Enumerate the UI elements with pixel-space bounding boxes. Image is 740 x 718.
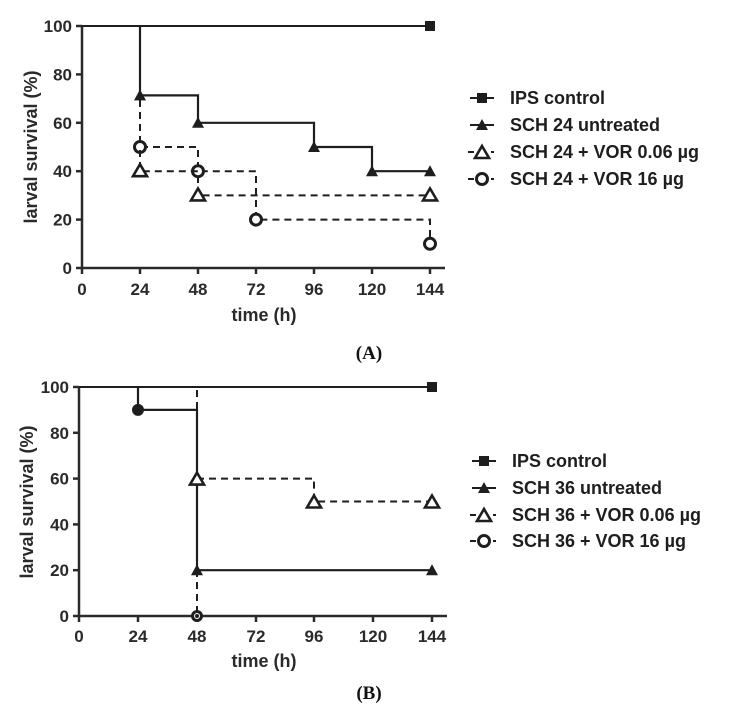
panel-b-y-tick-labels: 100 80 60 40 20 0 — [41, 378, 69, 626]
panel-a-x-tick-labels: 0 24 48 72 96 120 144 — [77, 280, 444, 299]
panel-b-markers-sch36-vor-16 — [132, 403, 203, 622]
panel-a-series-ips-control — [82, 21, 435, 31]
svg-text:IPS control: IPS control — [512, 451, 607, 471]
y-tick-label: 80 — [50, 424, 69, 443]
x-tick-label: 120 — [359, 627, 387, 646]
y-tick-label: 40 — [53, 162, 72, 181]
x-tick-label: 24 — [129, 627, 148, 646]
x-tick-label: 0 — [74, 627, 83, 646]
y-tick-label: 80 — [53, 65, 72, 84]
panel-b-series-sch36-vor-006 — [188, 471, 441, 509]
y-tick-label: 60 — [53, 114, 72, 133]
svg-text:SCH 36 untreated: SCH 36 untreated — [512, 478, 662, 498]
legend-item: SCH 36 untreated — [472, 478, 662, 498]
legend-item: IPS control — [470, 88, 605, 108]
panel-b-label: (B) — [356, 683, 381, 704]
panel-b-series-ips-control — [79, 382, 437, 392]
panel-a-label: (A) — [356, 343, 382, 364]
legend-item: SCH 24 + VOR 16 µg — [468, 169, 684, 189]
x-tick-label: 48 — [188, 627, 207, 646]
panel-b-axes — [73, 385, 447, 622]
panel-a-series-sch24-vor-006 — [131, 150, 439, 202]
panel-b-legend: IPS control SCH 36 untreated SCH 36 + VO… — [470, 451, 701, 551]
panel-a-series-sch24-untreated — [134, 26, 436, 177]
y-tick-label: 0 — [63, 259, 72, 278]
x-tick-label: 120 — [358, 280, 386, 299]
svg-text:SCH 24 + VOR 0.06 µg: SCH 24 + VOR 0.06 µg — [510, 142, 699, 162]
x-tick-label: 72 — [247, 627, 266, 646]
y-tick-label: 60 — [50, 470, 69, 489]
svg-text:SCH 24 + VOR 16 µg: SCH 24 + VOR 16 µg — [510, 169, 684, 189]
x-tick-label: 24 — [131, 280, 150, 299]
legend-item: SCH 24 untreated — [470, 115, 660, 135]
panel-a: 100 80 60 40 20 0 0 24 48 72 96 120 144 … — [21, 17, 699, 364]
panel-a-axes — [76, 24, 445, 274]
x-tick-label: 48 — [189, 280, 208, 299]
panel-b: 100 80 60 40 20 0 0 24 48 72 96 120 144 … — [17, 378, 701, 704]
panel-b-x-tick-labels: 0 24 48 72 96 120 144 — [74, 627, 446, 646]
legend-item: IPS control — [472, 451, 607, 471]
y-tick-label: 40 — [50, 515, 69, 534]
x-tick-label: 144 — [416, 280, 445, 299]
x-tick-label: 144 — [418, 627, 447, 646]
svg-text:SCH 36 + VOR 0.06 µg: SCH 36 + VOR 0.06 µg — [512, 505, 701, 525]
panel-a-y-tick-labels: 100 80 60 40 20 0 — [44, 17, 72, 278]
panel-b-series-sch36-untreated — [136, 387, 438, 576]
panel-b-y-axis-title: larval survival (%) — [17, 425, 37, 578]
panel-a-legend: IPS control SCH 24 untreated SCH 24 + VO… — [468, 88, 699, 189]
panel-b-x-axis-title: time (h) — [232, 651, 297, 671]
legend-item: SCH 36 + VOR 0.06 µg — [470, 505, 701, 525]
x-tick-label: 0 — [77, 280, 86, 299]
x-tick-label: 96 — [305, 627, 324, 646]
legend-item: SCH 36 + VOR 16 µg — [470, 531, 686, 551]
svg-text:SCH 36 + VOR 16 µg: SCH 36 + VOR 16 µg — [512, 531, 686, 551]
x-tick-label: 72 — [247, 280, 266, 299]
y-tick-label: 100 — [41, 378, 69, 397]
panel-a-y-axis-title: larval survival (%) — [21, 70, 41, 223]
y-tick-label: 100 — [44, 17, 72, 36]
panel-a-x-axis-title: time (h) — [232, 305, 297, 325]
svg-text:IPS control: IPS control — [510, 88, 605, 108]
y-tick-label: 0 — [60, 607, 69, 626]
x-tick-label: 96 — [305, 280, 324, 299]
panel-a-series-sch24-vor-016 — [133, 100, 437, 251]
y-tick-label: 20 — [53, 211, 72, 230]
legend-item: SCH 24 + VOR 0.06 µg — [468, 142, 699, 162]
y-tick-label: 20 — [50, 561, 69, 580]
svg-text:SCH 24 untreated: SCH 24 untreated — [510, 115, 660, 135]
